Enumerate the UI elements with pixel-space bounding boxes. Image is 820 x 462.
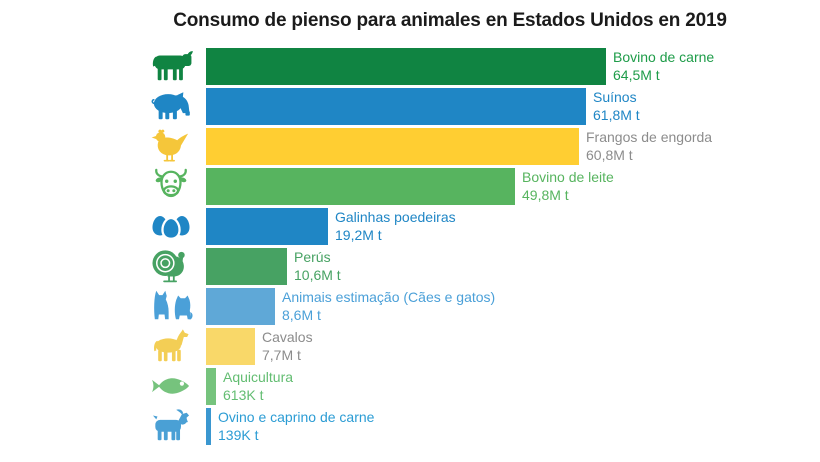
chart-row: Cavalos 7,7M t xyxy=(145,326,714,366)
fish-icon xyxy=(145,367,197,405)
chart-row: Galinhas poedeiras 19,2M t xyxy=(145,206,714,246)
bar xyxy=(206,247,287,285)
value-label: 7,7M t xyxy=(262,347,301,363)
category-label: Bovino de carne xyxy=(613,49,715,65)
eggs-icon xyxy=(145,207,197,245)
bar-label: Bovino de leite 49,8M t xyxy=(522,168,614,204)
chart-row: Ovino e caprino de carne 139K t xyxy=(145,406,714,446)
bar-label: Bovino de carne 64,5M t xyxy=(613,48,714,84)
pig-icon xyxy=(145,87,197,125)
chart-row: Suínos 61,8M t xyxy=(145,86,714,126)
bar xyxy=(206,287,275,325)
chart-row: Aquicultura 613K t xyxy=(145,366,714,406)
value-label: 8,6M t xyxy=(282,307,321,323)
bar-label: Ovino e caprino de carne 139K t xyxy=(218,408,374,444)
value-label: 60,8M t xyxy=(586,147,633,163)
bar-label: Frangos de engorda 60,8M t xyxy=(586,128,712,164)
dairy-cow-icon xyxy=(145,167,197,205)
bar-label: Cavalos 7,7M t xyxy=(262,328,313,364)
bar xyxy=(206,327,255,365)
bar xyxy=(206,47,606,85)
category-label: Cavalos xyxy=(262,329,313,345)
value-label: 64,5M t xyxy=(613,67,660,83)
chart-row: Frangos de engorda 60,8M t xyxy=(145,126,714,166)
bar xyxy=(206,167,515,205)
chicken-icon xyxy=(145,127,197,165)
chart-row: Bovino de carne 64,5M t xyxy=(145,46,714,86)
beef-cattle-icon xyxy=(145,47,197,85)
category-label: Aquicultura xyxy=(223,369,294,385)
category-label: Frangos de engorda xyxy=(586,129,713,145)
horse-icon xyxy=(145,327,197,365)
chart-row: Bovino de leite 49,8M t xyxy=(145,166,714,206)
dog-and-cat-icon xyxy=(145,287,197,325)
chart-row: Perús 10,6M t xyxy=(145,246,714,286)
bar-label: Animais estimação (Cães e gatos) 8,6M t xyxy=(282,288,495,324)
value-label: 49,8M t xyxy=(522,187,569,203)
category-label: Perús xyxy=(294,249,331,265)
value-label: 613K t xyxy=(223,387,264,403)
category-label: Suínos xyxy=(593,89,637,105)
sheep-goat-icon xyxy=(145,407,197,445)
bar-label: Suínos 61,8M t xyxy=(593,88,640,124)
category-label: Animais estimação (Cães e gatos) xyxy=(282,289,496,305)
value-label: 139K t xyxy=(218,427,259,443)
bar-label: Aquicultura 613K t xyxy=(223,368,293,404)
bar xyxy=(206,127,579,165)
category-label: Ovino e caprino de carne xyxy=(218,409,375,425)
chart-row: Animais estimação (Cães e gatos) 8,6M t xyxy=(145,286,714,326)
chart-title: Consumo de pienso para animales en Estad… xyxy=(173,10,727,31)
category-label: Galinhas poedeiras xyxy=(335,209,456,225)
bar xyxy=(206,367,216,405)
bar xyxy=(206,407,211,445)
value-label: 10,6M t xyxy=(294,267,341,283)
turkey-icon xyxy=(145,247,197,285)
bar-label: Perús 10,6M t xyxy=(294,248,341,284)
value-label: 19,2M t xyxy=(335,227,382,243)
chart-rows: Bovino de carne 64,5M t Suínos 61,8M t Frang… xyxy=(145,46,714,446)
bar-label: Galinhas poedeiras 19,2M t xyxy=(335,208,456,244)
bar xyxy=(206,87,586,125)
category-label: Bovino de leite xyxy=(522,169,614,185)
value-label: 61,8M t xyxy=(593,107,640,123)
bar xyxy=(206,207,328,245)
